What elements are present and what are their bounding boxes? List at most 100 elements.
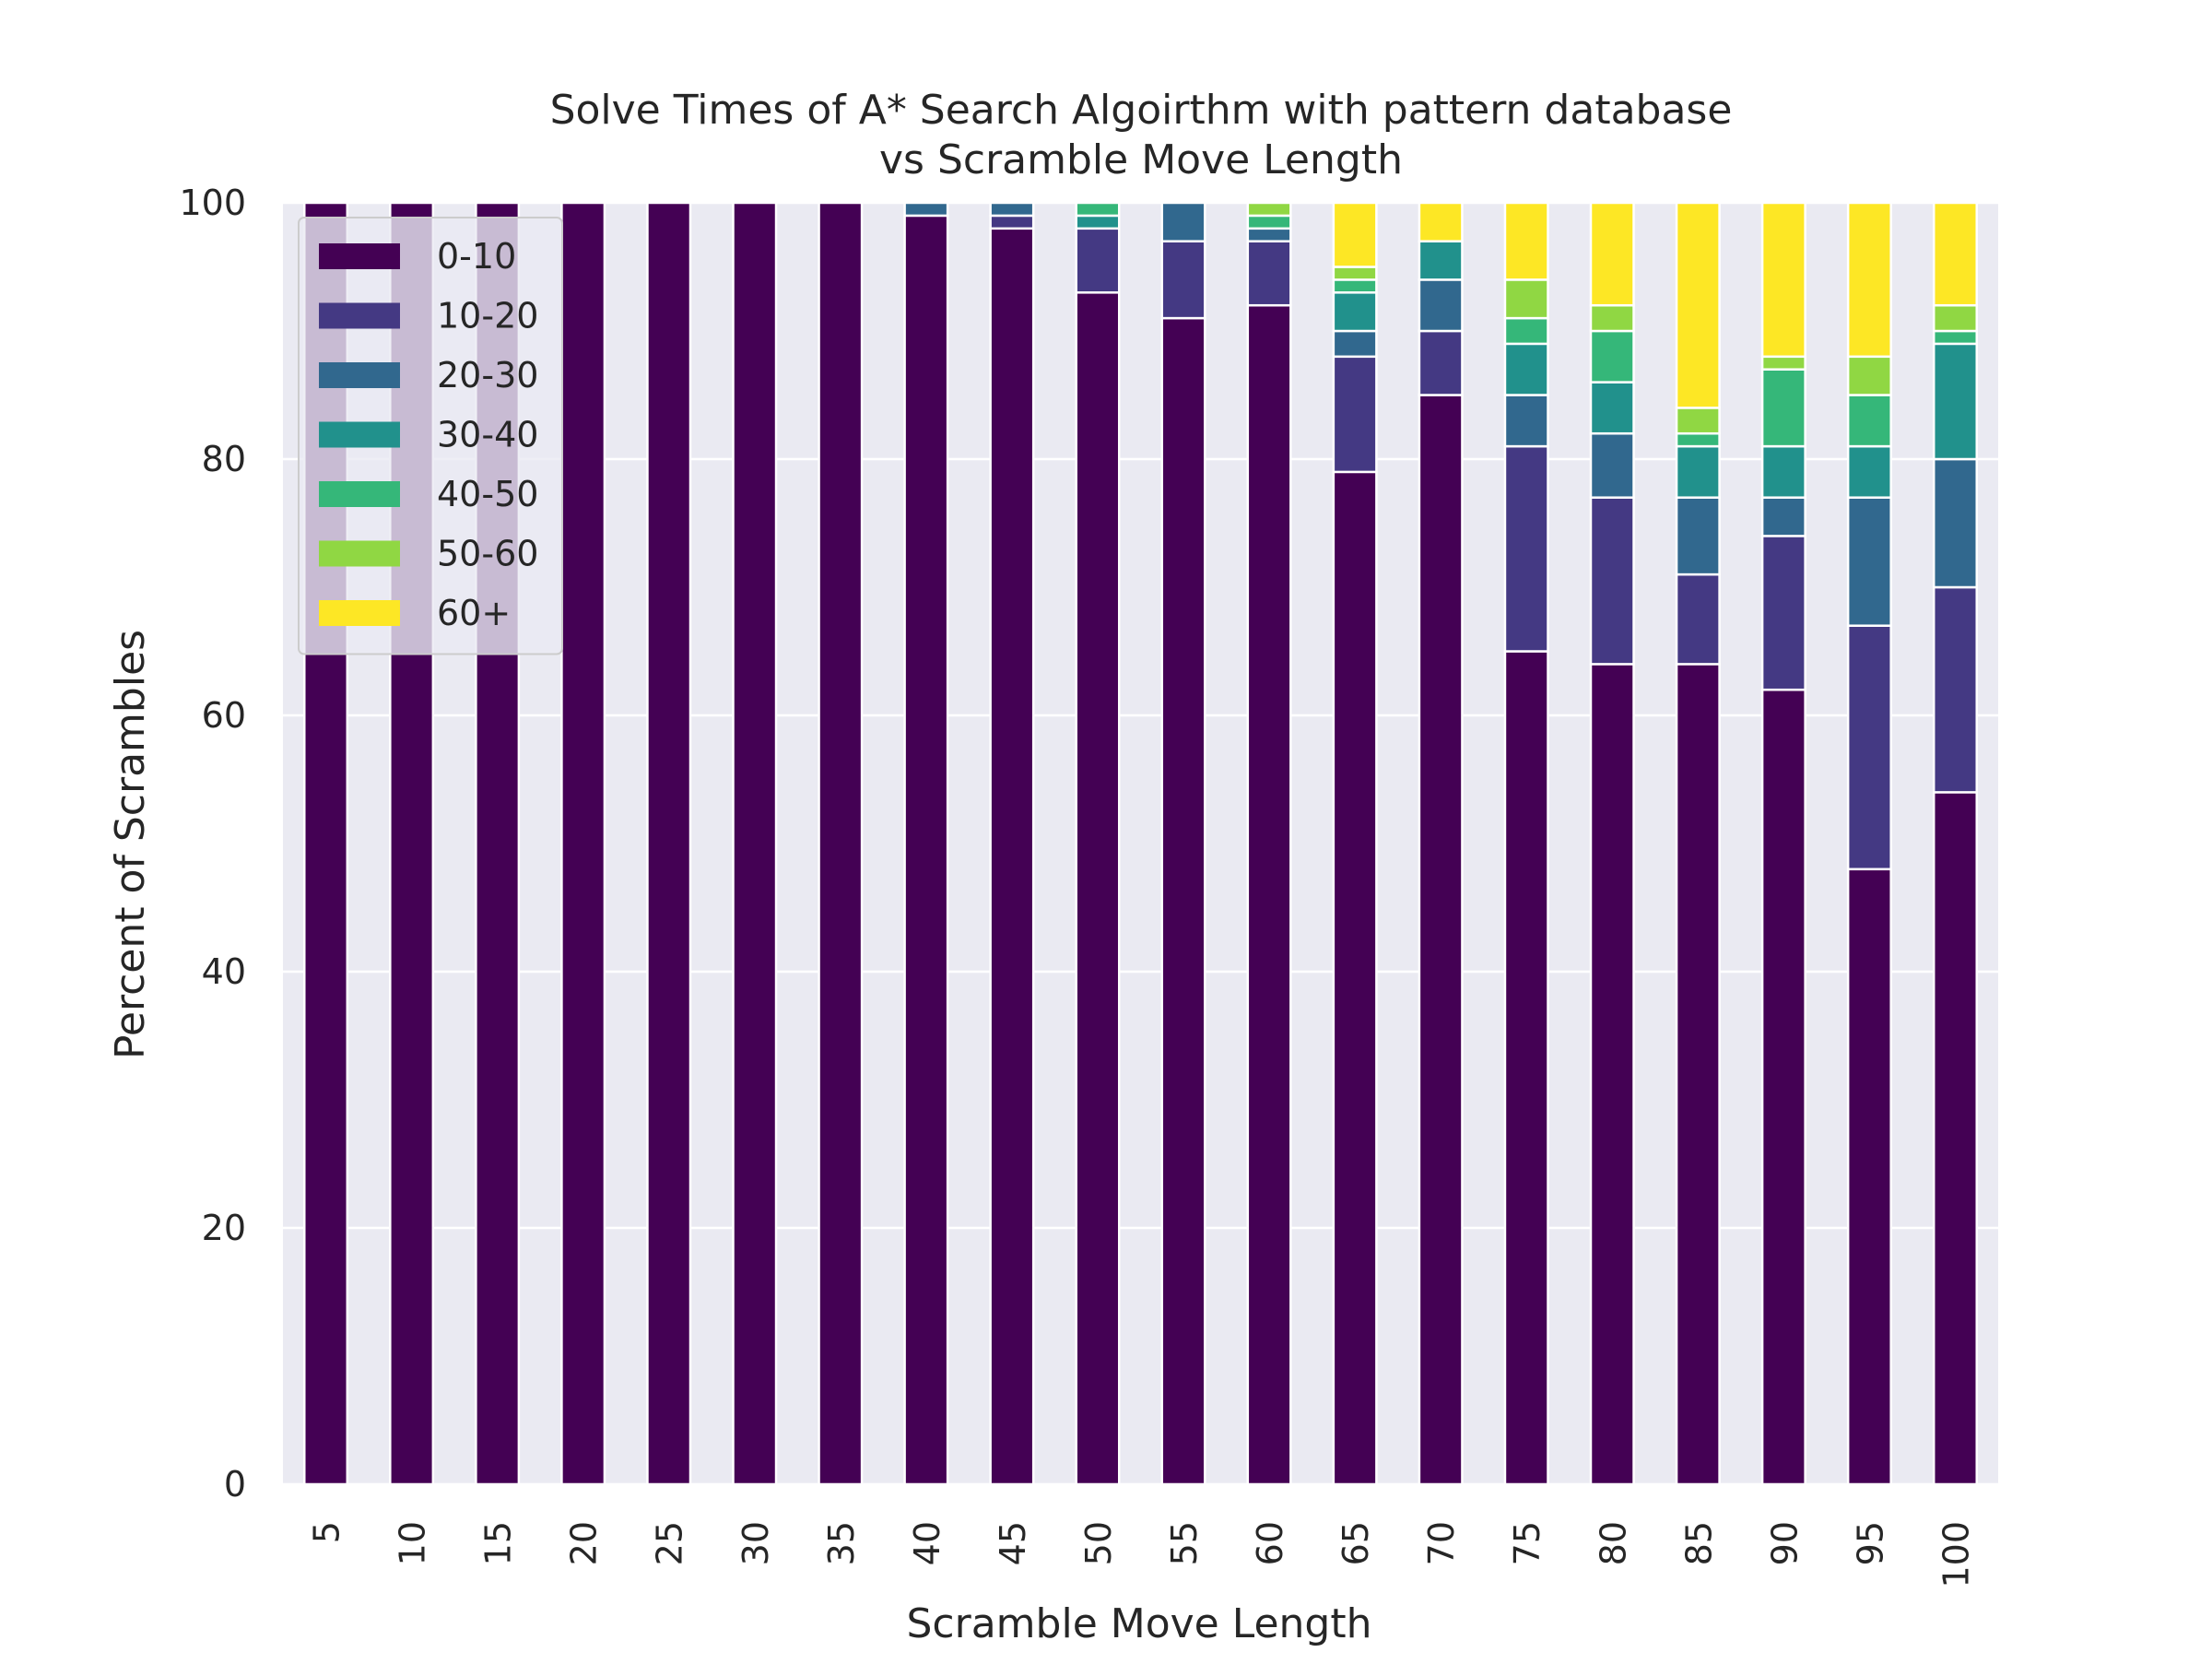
- bar-segment-40-50: [1505, 318, 1548, 344]
- legend-label: 0-10: [437, 236, 516, 277]
- bar-segment-0-10: [1762, 690, 1806, 1484]
- bar-segment-40-50: [1248, 216, 1291, 229]
- bar-segment-10-20: [1419, 331, 1463, 395]
- bar-segment-0-10: [1934, 792, 1977, 1484]
- legend-label: 30-40: [437, 415, 538, 455]
- bar-segment-20-30: [991, 203, 1034, 216]
- bar-segment-10-20: [1505, 446, 1548, 651]
- bar-segment-0-10: [1248, 305, 1291, 1484]
- x-tick-label: 65: [1335, 1521, 1376, 1565]
- legend-swatch: [319, 422, 400, 448]
- bar-segment-30-40: [1334, 292, 1377, 331]
- bar-segment-50-60: [1677, 407, 1720, 433]
- bar-segment-30-40: [1419, 242, 1463, 280]
- bar-segment-0-10: [991, 229, 1034, 1484]
- bar-segment-30-40: [1077, 216, 1120, 229]
- bar-segment-50-60: [1934, 305, 1977, 331]
- bar-segment-0-10: [734, 203, 777, 1484]
- bar-segment-0-10: [1334, 472, 1377, 1484]
- bar-segment-60+: [1848, 203, 1891, 357]
- legend-swatch: [319, 362, 400, 388]
- bar-segment-10-20: [1248, 242, 1291, 306]
- bar-segment-40-50: [1591, 331, 1634, 383]
- x-tick-label: 45: [993, 1521, 1033, 1565]
- y-tick-label: 0: [224, 1464, 246, 1505]
- legend-swatch: [319, 600, 400, 626]
- bar-segment-40-50: [1934, 331, 1977, 344]
- bar-segment-10-20: [1762, 536, 1806, 690]
- bar-segment-20-30: [1677, 498, 1720, 574]
- bar-segment-10-20: [1848, 626, 1891, 869]
- y-tick-label: 20: [202, 1208, 246, 1248]
- x-tick-label: 35: [821, 1521, 862, 1565]
- bar-segment-0-10: [819, 203, 863, 1484]
- x-tick-label: 60: [1250, 1521, 1290, 1565]
- legend-swatch: [319, 243, 400, 269]
- bar-segment-30-40: [1505, 344, 1548, 395]
- x-tick-label: 100: [1936, 1521, 1976, 1588]
- x-tick-label: 90: [1764, 1521, 1805, 1565]
- bar-segment-20-30: [1505, 395, 1548, 447]
- bar-segment-40-50: [1077, 203, 1120, 216]
- legend-swatch: [319, 303, 400, 329]
- x-tick-label: 50: [1078, 1521, 1119, 1565]
- bar-segment-0-10: [647, 203, 690, 1484]
- x-tick-label: 25: [650, 1521, 690, 1565]
- bar-segment-0-10: [1591, 664, 1634, 1484]
- legend: 0-10 10-20 20-30 30-40 40-50 50-60 60+: [299, 218, 562, 655]
- bar-segment-60+: [1419, 203, 1463, 242]
- legend-swatch: [319, 541, 400, 567]
- bar-segment-20-30: [1934, 459, 1977, 587]
- bar-segment-0-10: [1677, 664, 1720, 1484]
- bar-segment-10-20: [1934, 587, 1977, 792]
- bar-segment-0-10: [1505, 652, 1548, 1485]
- bar-segment-50-60: [1848, 357, 1891, 395]
- x-tick-label: 20: [564, 1521, 605, 1565]
- bar-segment-60+: [1591, 203, 1634, 305]
- bar-segment-60+: [1934, 203, 1977, 305]
- x-tick-label: 15: [478, 1521, 519, 1565]
- bar-segment-60+: [1505, 203, 1548, 279]
- bar-segment-0-10: [905, 216, 948, 1484]
- x-tick-label: 75: [1507, 1521, 1547, 1565]
- bar-segment-20-30: [1419, 279, 1463, 331]
- bar-segment-30-40: [1762, 446, 1806, 498]
- legend-swatch: [319, 481, 400, 507]
- chart-title-line-2: vs Scramble Move Length: [879, 136, 1403, 183]
- bar-segment-60+: [1762, 203, 1806, 357]
- chart-title-line-1: Solve Times of A* Search Algoirthm with …: [550, 87, 1733, 134]
- bar-segment-20-30: [1762, 498, 1806, 537]
- x-tick-label: 55: [1164, 1521, 1205, 1565]
- bar-segment-20-30: [905, 203, 948, 216]
- bar-segment-0-10: [1162, 318, 1206, 1484]
- bar-segment-10-20: [1077, 229, 1120, 292]
- bar-segment-10-20: [1591, 498, 1634, 665]
- x-tick-label: 70: [1421, 1521, 1462, 1565]
- bar-segment-40-50: [1762, 370, 1806, 446]
- bar-segment-10-20: [1334, 357, 1377, 472]
- x-tick-label: 5: [307, 1521, 347, 1543]
- bar-segment-10-20: [1677, 574, 1720, 664]
- bar-segment-20-30: [1591, 433, 1634, 498]
- x-tick-label: 95: [1850, 1521, 1890, 1565]
- bar-segment-40-50: [1677, 433, 1720, 446]
- legend-label: 20-30: [437, 355, 538, 395]
- bar-segment-30-40: [1934, 344, 1977, 459]
- bar-segment-0-10: [1419, 395, 1463, 1485]
- x-tick-label: 85: [1678, 1521, 1719, 1565]
- y-axis-label: Percent of Scrambles: [107, 630, 154, 1059]
- y-tick-label: 40: [202, 951, 246, 992]
- legend-label: 60+: [437, 593, 511, 633]
- x-tick-label: 10: [393, 1521, 433, 1565]
- x-tick-label: 30: [735, 1521, 776, 1565]
- legend-label: 40-50: [437, 474, 538, 514]
- bar-segment-50-60: [1334, 267, 1377, 280]
- bar-segment-30-40: [1848, 446, 1891, 498]
- bar-segment-20-30: [1248, 229, 1291, 242]
- bar-segment-60+: [1334, 203, 1377, 267]
- bar-segment-0-10: [561, 203, 605, 1484]
- bar-segment-20-30: [1162, 203, 1206, 242]
- bar-segment-40-50: [1334, 279, 1377, 292]
